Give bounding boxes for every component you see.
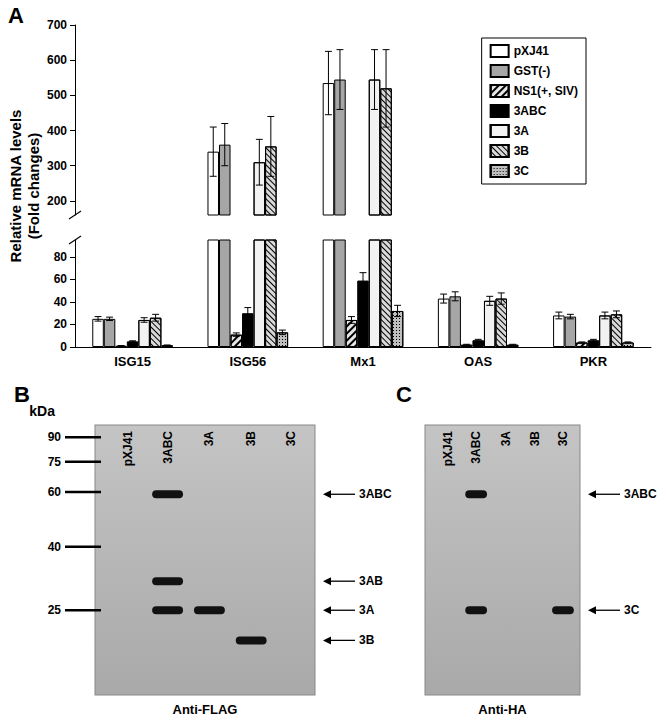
svg-text:3A: 3A	[514, 124, 530, 138]
svg-text:A: A	[8, 3, 24, 28]
svg-text:(Fold changes): (Fold changes)	[25, 133, 42, 240]
svg-text:90: 90	[48, 430, 62, 444]
svg-text:kDa: kDa	[29, 403, 55, 419]
svg-text:B: B	[14, 382, 30, 407]
svg-text:3ABC: 3ABC	[359, 487, 392, 501]
svg-text:75: 75	[48, 455, 62, 469]
svg-text:3C: 3C	[624, 603, 640, 617]
svg-text:700: 700	[47, 18, 67, 32]
svg-text:Relative mRNA levels: Relative mRNA levels	[7, 110, 24, 263]
svg-text:Mx1: Mx1	[350, 354, 375, 369]
svg-text:20: 20	[54, 317, 68, 331]
svg-text:pXJ41: pXJ41	[441, 431, 455, 467]
svg-text:60: 60	[48, 485, 62, 499]
svg-text:25: 25	[48, 603, 62, 617]
svg-text:3AB: 3AB	[359, 574, 383, 588]
svg-text:3C: 3C	[284, 431, 298, 447]
svg-text:Anti-HA: Anti-HA	[478, 702, 527, 717]
svg-text:40: 40	[54, 295, 68, 309]
svg-text:200: 200	[47, 194, 67, 208]
svg-text:3ABC: 3ABC	[469, 431, 483, 464]
svg-text:500: 500	[47, 88, 67, 102]
svg-text:3B: 3B	[514, 144, 530, 158]
svg-text:3B: 3B	[359, 633, 375, 647]
svg-text:3C: 3C	[556, 431, 570, 447]
svg-text:3ABC: 3ABC	[514, 104, 547, 118]
svg-text:PKR: PKR	[580, 354, 608, 369]
svg-text:OAS: OAS	[464, 354, 493, 369]
svg-text:GST(-): GST(-)	[514, 64, 551, 78]
svg-text:0: 0	[60, 340, 67, 354]
svg-text:400: 400	[47, 124, 67, 138]
svg-text:40: 40	[48, 540, 62, 554]
svg-text:600: 600	[47, 53, 67, 67]
svg-text:3ABC: 3ABC	[161, 431, 175, 464]
svg-text:300: 300	[47, 159, 67, 173]
svg-text:3A: 3A	[359, 603, 375, 617]
svg-text:3A: 3A	[202, 431, 216, 447]
svg-text:3C: 3C	[514, 164, 530, 178]
svg-text:NS1(+, SIV): NS1(+, SIV)	[514, 84, 578, 98]
svg-text:3B: 3B	[244, 431, 258, 447]
svg-text:60: 60	[54, 272, 68, 286]
svg-text:ISG15: ISG15	[114, 354, 151, 369]
svg-text:3B: 3B	[528, 431, 542, 447]
svg-text:80: 80	[54, 250, 68, 264]
svg-text:pXJ41: pXJ41	[514, 44, 550, 58]
svg-text:pXJ41: pXJ41	[121, 431, 135, 467]
svg-text:3A: 3A	[499, 431, 513, 447]
svg-text:ISG56: ISG56	[229, 354, 266, 369]
svg-text:3ABC: 3ABC	[624, 487, 657, 501]
svg-text:Anti-FLAG: Anti-FLAG	[173, 702, 238, 717]
svg-text:C: C	[396, 382, 412, 407]
